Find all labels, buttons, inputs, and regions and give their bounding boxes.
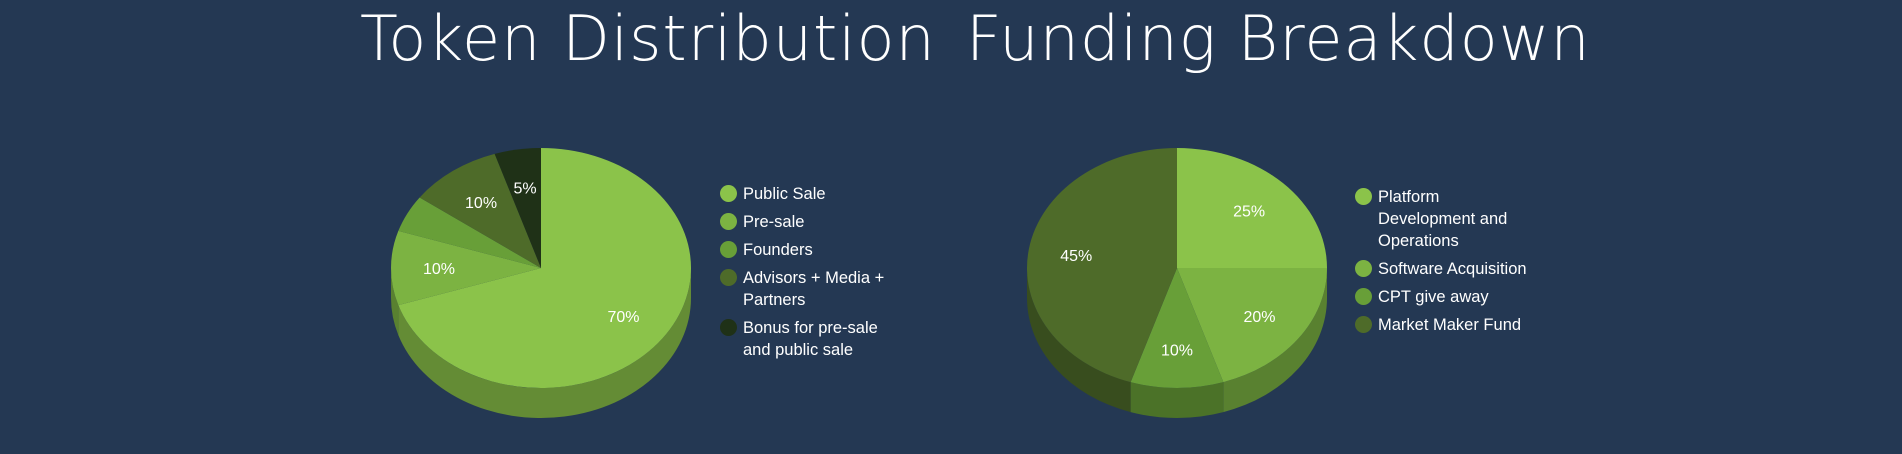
legend-label: Pre-sale (743, 213, 805, 231)
pie-slice-1-0 (1177, 148, 1327, 268)
pie-data-label-1-3: 45% (1060, 248, 1092, 265)
legend-swatch (720, 241, 737, 258)
pie-side-1-1 (1223, 268, 1327, 413)
legend-label: Bonus for pre-sale and public sale (743, 319, 878, 359)
token-distribution-legend: Public Sale Pre-sale Founders Advisors + Me… (720, 183, 885, 367)
pie-side-1-2 (1130, 382, 1224, 418)
legend-label: Software Acquisition (1378, 260, 1527, 278)
legend-label: Founders (743, 241, 813, 259)
legend-label: Market Maker Fund (1378, 316, 1522, 334)
legend-item-1-2: CPT give away (1355, 286, 1530, 308)
chart-title-token-distribution: Token Distribution (360, 2, 936, 75)
pie-data-label-0-1: 10% (423, 261, 455, 278)
pie-slice-1-1 (1177, 268, 1327, 383)
pie-slice-1-2 (1130, 268, 1224, 388)
legend-item-0-0: Public Sale (720, 183, 885, 205)
legend-swatch (720, 319, 737, 336)
legend-label: Public Sale (743, 185, 826, 203)
legend-item-0-1: Pre-sale (720, 211, 885, 233)
legend-item-0-4: Bonus for pre-sale and public sale (720, 317, 885, 361)
pie-data-label-0-3: 10% (465, 195, 497, 212)
legend-swatch (720, 269, 737, 286)
legend-swatch (1355, 188, 1372, 205)
legend-item-0-2: Founders (720, 239, 885, 261)
pie-slice-0-3 (419, 153, 541, 268)
legend-swatch (1355, 316, 1372, 333)
pie-data-label-0-4: 5% (513, 180, 536, 197)
pie-side-1-3 (1027, 268, 1131, 413)
legend-swatch (720, 185, 737, 202)
funding-breakdown-legend: Platform Development and Operations Softw… (1355, 186, 1530, 342)
pie-slice-1-3 (1027, 148, 1177, 383)
pie-slice-0-0 (398, 148, 691, 388)
pie-slice-0-1 (391, 230, 541, 306)
legend-item-1-0: Platform Development and Operations (1355, 186, 1530, 252)
pie-data-label-1-2: 10% (1161, 343, 1193, 360)
legend-label: CPT give away (1378, 288, 1489, 306)
pie-data-label-0-0: 70% (608, 309, 640, 326)
legend-item-0-3: Advisors + Media + Partners (720, 267, 885, 311)
pie-side-0-0 (398, 268, 691, 418)
pie-data-label-1-1: 20% (1244, 309, 1276, 326)
legend-swatch (1355, 288, 1372, 305)
legend-label: Platform Development and Operations (1378, 188, 1508, 250)
legend-swatch (720, 213, 737, 230)
pie-side-0-1 (391, 268, 399, 336)
legend-item-1-1: Software Acquisition (1355, 258, 1530, 280)
legend-label: Advisors + Media + Partners (743, 269, 885, 309)
legend-swatch (1355, 260, 1372, 277)
legend-item-1-3: Market Maker Fund (1355, 314, 1530, 336)
pie-slice-0-4 (494, 148, 541, 268)
chart-title-funding-breakdown: Funding Breakdown (966, 2, 1591, 75)
pie-slice-0-2 (398, 197, 541, 268)
pie-data-label-1-0: 25% (1233, 203, 1265, 220)
